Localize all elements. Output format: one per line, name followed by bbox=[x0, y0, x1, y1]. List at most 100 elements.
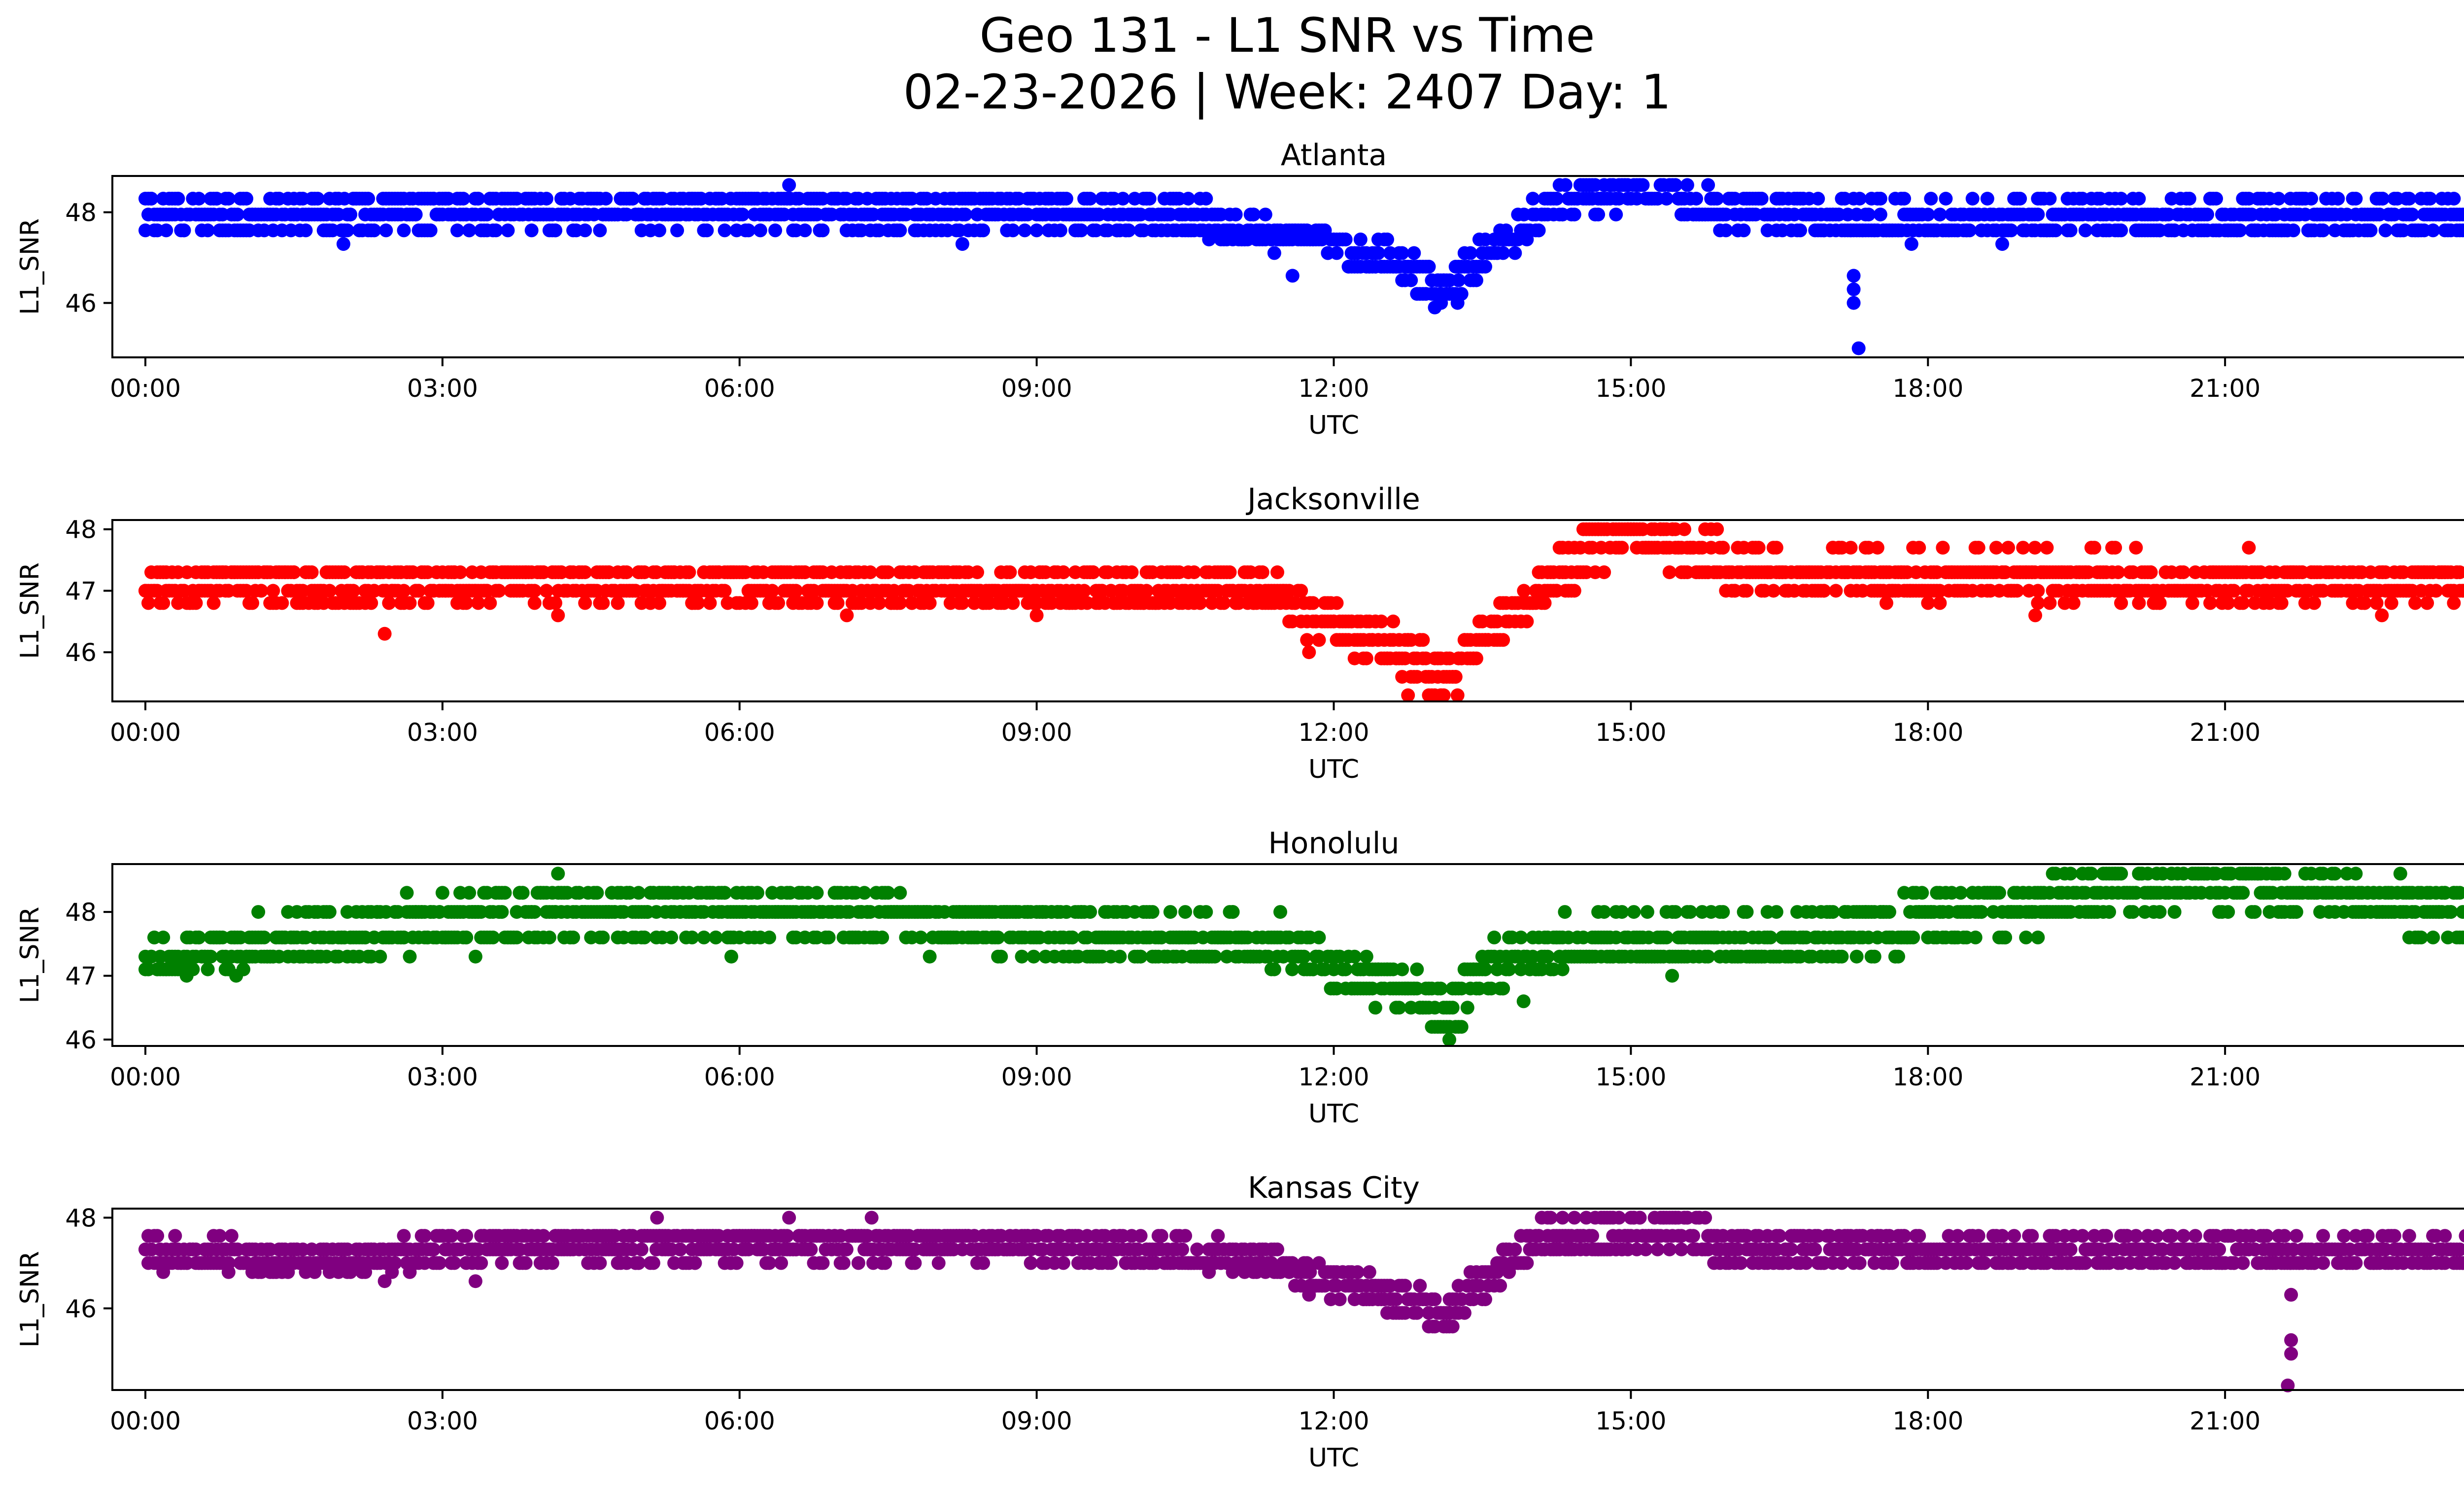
outlier-point bbox=[1302, 645, 1316, 660]
data-point bbox=[2375, 192, 2390, 206]
data-point bbox=[1083, 905, 1097, 919]
data-point bbox=[1454, 1020, 1469, 1034]
data-point bbox=[159, 223, 173, 238]
data-point bbox=[1627, 905, 1641, 919]
data-point bbox=[1125, 565, 1139, 579]
data-point bbox=[1662, 565, 1677, 579]
data-point bbox=[798, 223, 812, 238]
data-point bbox=[168, 1229, 182, 1243]
data-point bbox=[156, 596, 171, 610]
outlier-point bbox=[1847, 296, 1861, 310]
data-point bbox=[156, 930, 171, 944]
data-point bbox=[1683, 905, 1697, 919]
data-point bbox=[2358, 596, 2372, 610]
data-point bbox=[1906, 930, 1920, 944]
data-point bbox=[1879, 596, 1893, 610]
data-point bbox=[875, 930, 890, 944]
data-point bbox=[1555, 962, 1570, 976]
x-tick-label: 00:00 bbox=[110, 718, 181, 747]
x-tick-label: 06:00 bbox=[704, 718, 775, 747]
subplot-title: Jacksonville bbox=[1245, 482, 1420, 517]
data-point bbox=[2049, 223, 2063, 238]
data-point bbox=[816, 223, 830, 238]
data-point bbox=[539, 584, 553, 598]
data-point bbox=[1716, 541, 1730, 555]
data-point bbox=[1416, 633, 1430, 647]
data-point bbox=[498, 886, 512, 900]
data-point bbox=[1074, 223, 1089, 238]
data-point bbox=[1716, 905, 1730, 919]
data-point bbox=[1766, 584, 1780, 598]
outlier-point bbox=[1442, 1033, 1456, 1047]
data-point bbox=[2114, 867, 2128, 881]
data-point bbox=[2236, 596, 2250, 610]
data-points bbox=[138, 867, 2464, 1047]
data-point bbox=[1659, 930, 1674, 944]
outlier-point bbox=[1995, 237, 2009, 251]
data-point bbox=[1829, 584, 1843, 598]
data-point bbox=[1178, 905, 1193, 919]
data-point bbox=[1368, 1001, 1382, 1015]
data-point bbox=[1371, 246, 1385, 260]
outlier-point bbox=[1904, 237, 1918, 251]
outlier-point bbox=[1029, 608, 1044, 623]
data-point bbox=[1689, 192, 1703, 206]
data-point bbox=[1849, 949, 1864, 964]
data-point bbox=[991, 930, 1005, 944]
data-point bbox=[2031, 930, 2045, 944]
data-point bbox=[1113, 949, 1127, 964]
data-point bbox=[1567, 208, 1581, 222]
data-point bbox=[1710, 522, 1724, 536]
data-point bbox=[1992, 886, 2006, 900]
data-point bbox=[1701, 949, 1715, 964]
data-point bbox=[2043, 596, 2057, 610]
data-point bbox=[768, 223, 783, 238]
data-point bbox=[881, 886, 895, 900]
data-point bbox=[1395, 962, 1409, 976]
data-point bbox=[310, 192, 325, 206]
data-point bbox=[548, 596, 562, 610]
data-point bbox=[251, 905, 266, 919]
data-point bbox=[1059, 192, 1073, 206]
data-point bbox=[955, 596, 969, 610]
data-point bbox=[1844, 541, 1858, 555]
outlier-point bbox=[179, 969, 194, 983]
data-point bbox=[718, 223, 732, 238]
data-point bbox=[1719, 223, 1733, 238]
y-axis-label: L1_SNR bbox=[15, 218, 45, 315]
data-point bbox=[2289, 905, 2303, 919]
data-point bbox=[462, 886, 477, 900]
data-point bbox=[2233, 223, 2247, 238]
data-point bbox=[420, 596, 435, 610]
data-point bbox=[2393, 867, 2407, 881]
data-point bbox=[1395, 246, 1409, 260]
data-point bbox=[2016, 541, 2030, 555]
data-point bbox=[1912, 541, 1926, 555]
data-point bbox=[2414, 930, 2428, 944]
data-point bbox=[697, 930, 711, 944]
x-tick-label: 21:00 bbox=[2190, 374, 2260, 403]
data-point bbox=[2019, 930, 2033, 944]
data-point bbox=[1538, 596, 1552, 610]
data-point bbox=[830, 596, 845, 610]
data-point bbox=[1478, 962, 1492, 976]
data-point bbox=[367, 223, 381, 238]
data-point bbox=[1145, 905, 1160, 919]
data-point bbox=[1496, 633, 1510, 647]
data-point bbox=[1763, 930, 1778, 944]
data-point bbox=[1469, 273, 1483, 287]
y-tick-label: 47 bbox=[65, 962, 97, 991]
data-point bbox=[2304, 192, 2318, 206]
data-point bbox=[459, 596, 474, 610]
data-point bbox=[2031, 584, 2045, 598]
outlier-point bbox=[468, 949, 482, 964]
data-point bbox=[994, 949, 1008, 964]
data-point bbox=[450, 223, 464, 238]
data-point bbox=[821, 930, 836, 944]
data-point bbox=[1006, 596, 1020, 610]
data-point bbox=[2420, 596, 2434, 610]
data-point bbox=[1193, 596, 1207, 610]
data-point bbox=[527, 596, 542, 610]
data-point bbox=[596, 596, 610, 610]
